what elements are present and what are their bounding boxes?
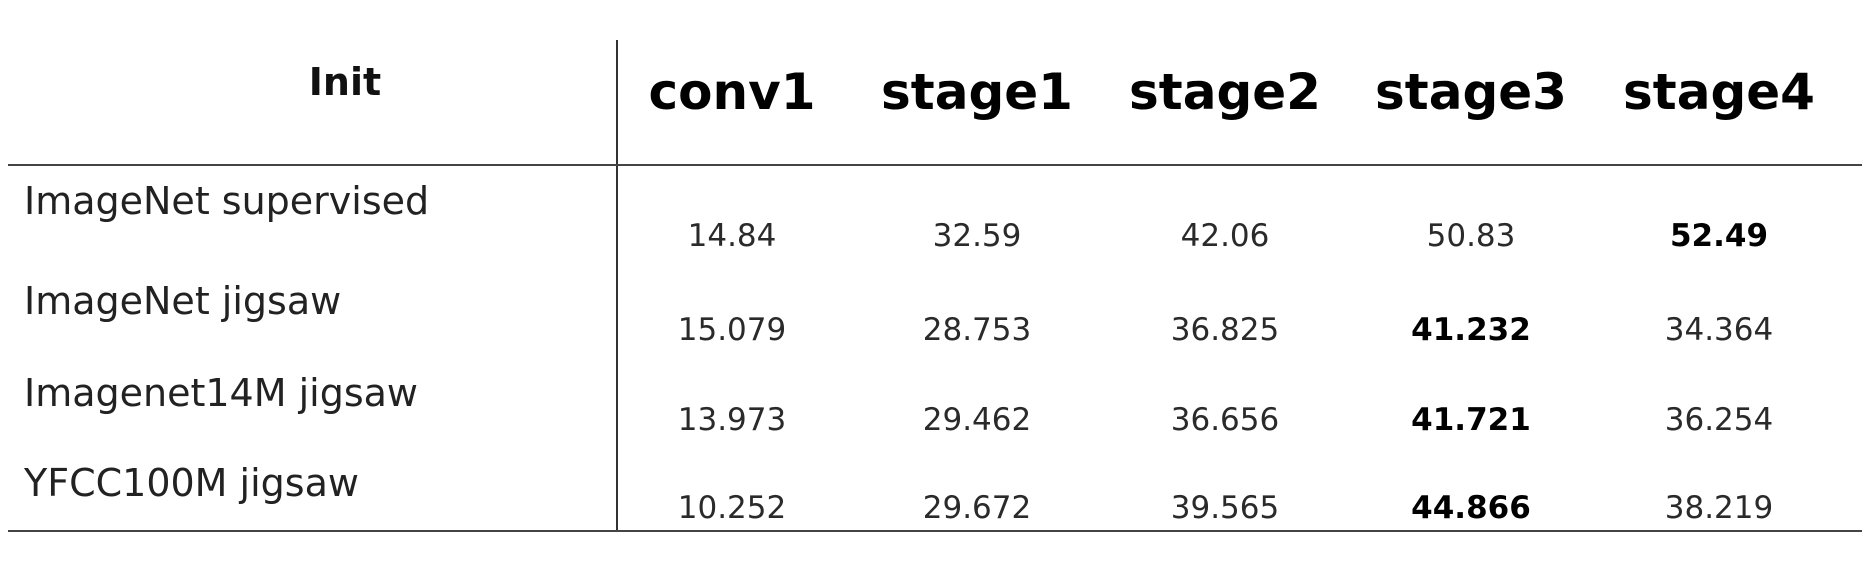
row-label: Imagenet14M jigsaw [24,371,418,415]
table-cell: 10.252 [677,490,787,526]
header-stage1: stage1 [881,63,1073,121]
table-cell: 41.232 [1411,312,1531,348]
table-cell: 44.866 [1411,490,1531,526]
header-stage2: stage2 [1129,63,1321,121]
table-cell: 42.06 [1180,218,1270,254]
table-cell: 29.672 [922,490,1032,526]
header-rule [8,164,1862,166]
table-cell: 41.721 [1411,402,1531,438]
table-cell: 13.973 [677,402,787,438]
table-cell: 14.84 [687,218,777,254]
table-cell: 36.825 [1170,312,1280,348]
header-stage3: stage3 [1375,63,1567,121]
table-cell: 32.59 [932,218,1022,254]
header-conv1: conv1 [648,63,816,121]
row-label: YFCC100M jigsaw [24,461,359,505]
bottom-rule [8,530,1862,532]
table-cell: 50.83 [1426,218,1516,254]
table-cell: 38.219 [1664,490,1774,526]
row-label: ImageNet jigsaw [24,279,342,323]
table-cell: 34.364 [1664,312,1774,348]
table-cell: 36.254 [1664,402,1774,438]
table-cell: 36.656 [1170,402,1280,438]
row-label: ImageNet supervised [24,179,430,223]
column-divider [616,40,618,532]
table-cell: 39.565 [1170,490,1280,526]
table-cell: 52.49 [1669,218,1769,254]
table-cell: 28.753 [922,312,1032,348]
header-stage4: stage4 [1623,63,1815,121]
header-init: Init [308,60,382,104]
table-cell: 15.079 [677,312,787,348]
table-cell: 29.462 [922,402,1032,438]
